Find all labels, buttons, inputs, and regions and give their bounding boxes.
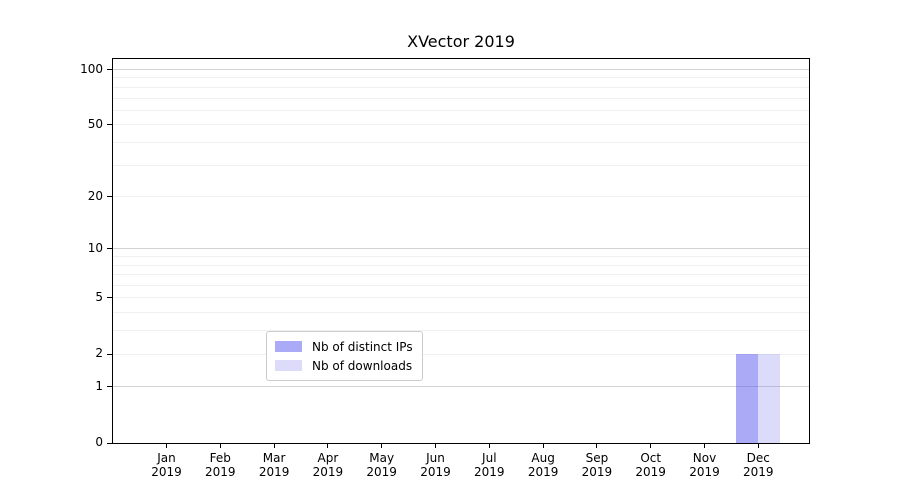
x-tick-month: Sep xyxy=(585,451,609,465)
y-gridline-major xyxy=(113,386,809,388)
x-tick-year: 2019 xyxy=(527,465,559,479)
x-axis-tick-label: May 2019 xyxy=(352,451,412,479)
x-tick-month: Nov xyxy=(692,451,717,465)
y-axis-tick xyxy=(107,353,112,355)
y-axis-tick-label: 0 xyxy=(95,435,103,449)
y-axis-tick-label: 100 xyxy=(80,61,103,76)
x-axis-tick-label: Sep 2019 xyxy=(567,451,627,479)
x-axis-tick xyxy=(327,443,329,448)
x-axis-tick xyxy=(757,443,759,448)
x-axis-tick xyxy=(166,443,167,448)
x-tick-year: 2019 xyxy=(312,465,344,479)
y-axis-tick-label: 50 xyxy=(87,116,103,131)
legend-swatch xyxy=(275,360,302,371)
plot-area: 0 1 2 5 10 20 50 100 Jan 2019 Feb 2019 Mar 2019 Apr 201… xyxy=(80,58,810,479)
x-axis-tick-label: Feb 2019 xyxy=(190,451,250,479)
x-tick-year: 2019 xyxy=(474,465,505,479)
x-axis-tick xyxy=(704,443,705,448)
legend-swatch xyxy=(275,341,302,352)
y-gridline-minor xyxy=(113,353,809,355)
x-axis-tick xyxy=(542,443,544,448)
y-gridline-minor xyxy=(113,109,809,111)
x-tick-year: 2019 xyxy=(420,465,451,479)
x-tick-year: 2019 xyxy=(743,465,774,479)
y-gridline-minor xyxy=(113,141,809,143)
x-axis-tick xyxy=(381,443,383,448)
bar-dec-series1 xyxy=(736,354,759,443)
x-tick-month: May xyxy=(369,451,395,465)
x-axis-tick xyxy=(273,443,275,448)
legend-item: Nb of downloads xyxy=(275,356,413,375)
y-gridline-minor xyxy=(113,274,809,276)
x-tick-year: 2019 xyxy=(205,465,236,479)
y-axis-tick xyxy=(107,297,112,299)
y-gridline-minor xyxy=(113,285,809,287)
chart-title: XVector 2019 xyxy=(407,32,515,51)
y-gridline-minor xyxy=(113,330,809,332)
y-axis-tick xyxy=(107,124,112,126)
x-tick-month: Oct xyxy=(640,451,662,465)
x-tick-year: 2019 xyxy=(366,465,397,479)
x-axis-tick xyxy=(650,443,652,448)
x-tick-month: Dec xyxy=(746,451,770,465)
x-tick-year: 2019 xyxy=(151,465,182,479)
y-gridline-minor xyxy=(113,196,809,198)
y-gridline-minor xyxy=(113,164,809,166)
x-axis-tick-label: Jun 2019 xyxy=(406,451,466,479)
legend-label: Nb of downloads xyxy=(312,358,413,373)
y-gridline-major xyxy=(113,69,809,70)
legend-label: Nb of distinct IPs xyxy=(312,339,413,354)
y-gridline-minor xyxy=(113,297,809,299)
x-tick-month: Feb xyxy=(209,451,231,465)
x-tick-month: Aug xyxy=(531,451,555,465)
x-axis-tick-label: Dec 2019 xyxy=(728,451,788,479)
x-axis-tick-label: Mar 2019 xyxy=(244,451,304,479)
y-axis-tick xyxy=(107,69,112,70)
y-axis-tick-label: 10 xyxy=(87,240,103,255)
legend-item: Nb of distinct IPs xyxy=(275,337,413,356)
x-axis-tick-label: Oct 2019 xyxy=(621,451,681,479)
x-axis-tick-label: Aug 2019 xyxy=(513,451,573,479)
x-axis-tick-label: Apr 2019 xyxy=(298,451,358,479)
x-tick-year: 2019 xyxy=(689,465,720,479)
y-axis-tick xyxy=(107,248,112,250)
x-tick-year: 2019 xyxy=(635,465,666,479)
y-gridline-minor xyxy=(113,256,809,258)
x-axis-tick xyxy=(219,443,221,448)
y-gridline-major xyxy=(113,248,809,250)
x-tick-month: Apr xyxy=(317,451,339,465)
y-gridline-minor xyxy=(113,86,809,88)
x-axis-tick-label: Jul 2019 xyxy=(459,451,519,479)
y-axis-tick-label: 1 xyxy=(95,378,103,393)
y-axis-tick xyxy=(107,196,112,198)
y-axis-tick xyxy=(107,442,112,444)
x-tick-month: Jan xyxy=(157,451,176,465)
y-axis-tick-label: 5 xyxy=(95,289,103,304)
y-gridline-minor xyxy=(113,264,809,266)
x-tick-month: Jun xyxy=(426,451,445,465)
y-axis-tick-label: 20 xyxy=(87,188,103,203)
x-axis-tick xyxy=(488,443,490,448)
x-axis-tick-label: Jan 2019 xyxy=(137,451,197,479)
y-gridline-minor xyxy=(113,97,809,99)
x-tick-month: Mar xyxy=(262,451,286,465)
bar-dec-series2 xyxy=(758,354,781,443)
y-axis-tick-label: 2 xyxy=(95,346,103,361)
y-gridline-minor xyxy=(113,124,809,126)
x-tick-year: 2019 xyxy=(258,465,290,479)
y-axis-tick xyxy=(107,386,112,388)
legend: Nb of distinct IPs Nb of downloads xyxy=(266,331,423,381)
x-tick-month: Jul xyxy=(482,451,497,465)
x-tick-year: 2019 xyxy=(581,465,613,479)
y-gridline-minor xyxy=(113,312,809,314)
x-axis-tick xyxy=(596,443,598,448)
x-axis-tick xyxy=(435,443,436,448)
y-gridline-minor xyxy=(113,77,809,79)
x-axis-tick-label: Nov 2019 xyxy=(675,451,735,479)
